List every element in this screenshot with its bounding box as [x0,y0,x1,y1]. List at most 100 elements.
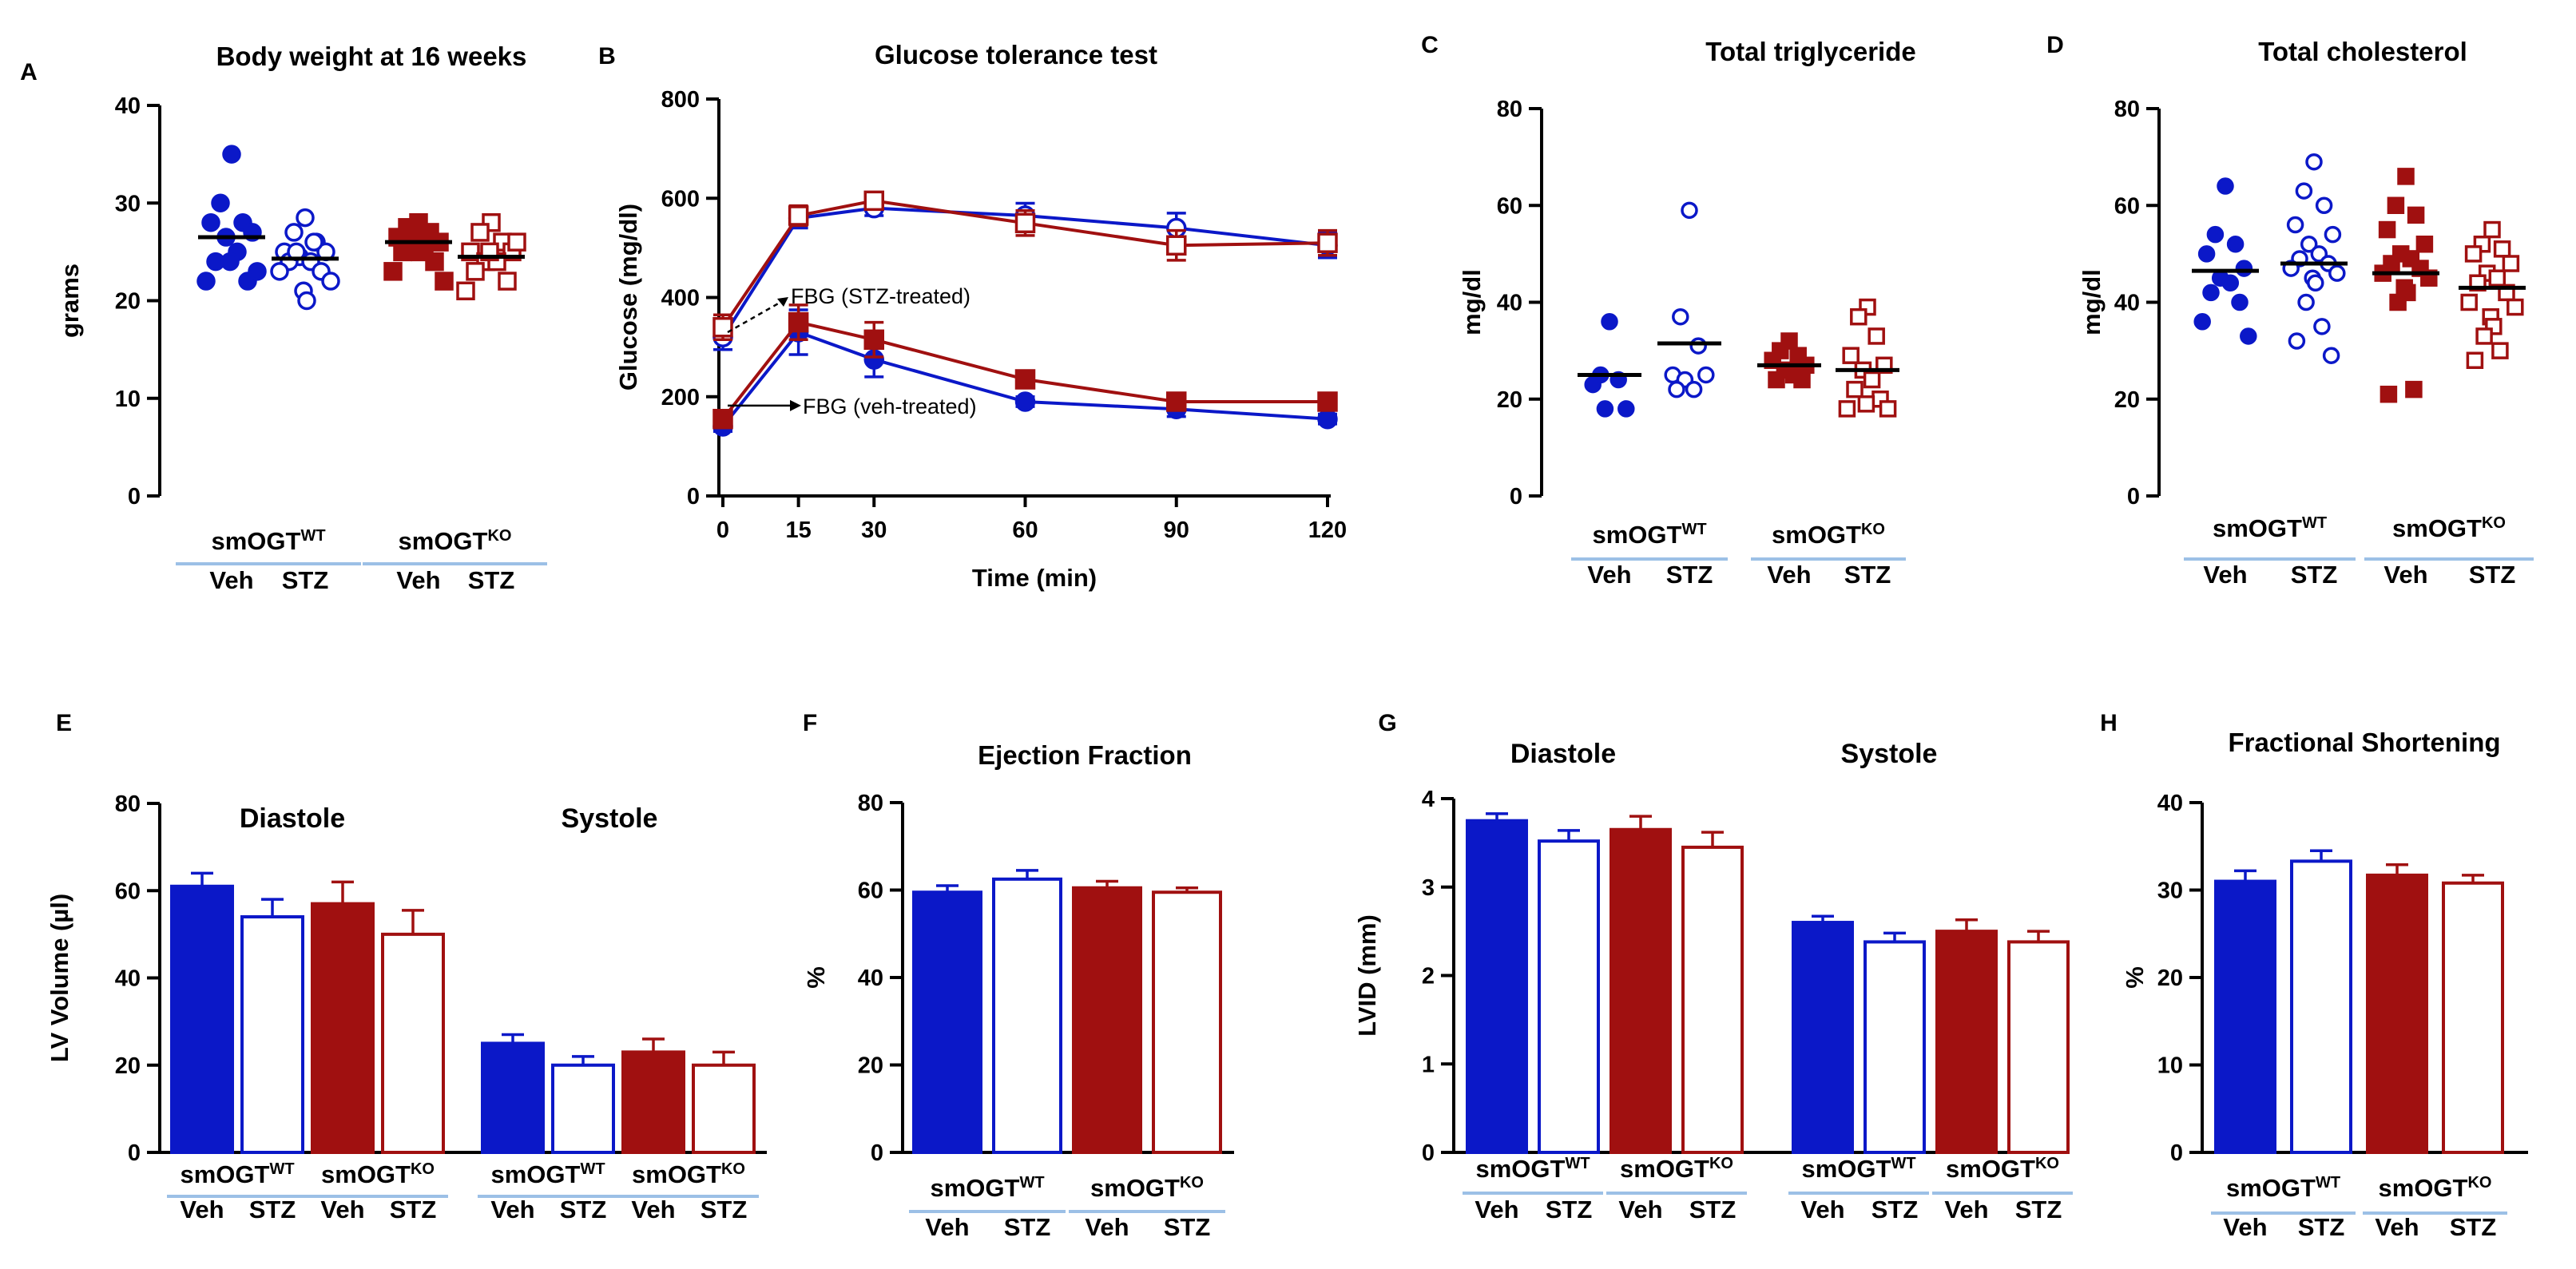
panel-c-point [1672,307,1689,326]
panel-a-point [466,262,485,281]
panel-e-genotype-label: smOGTWT [180,1160,294,1188]
panel-b-y-tick-label: 200 [661,385,700,410]
panel-g-treatment-label: Veh [1800,1196,1844,1223]
panel-b-point [788,205,809,226]
panel-d-point [2475,327,2493,345]
panel-d-treatment-label: Veh [2203,561,2247,589]
panel-g-genotype-label: smOGTKO [1620,1155,1733,1183]
panel-b-letter: B [598,43,616,69]
panel-c-point [1617,400,1635,418]
panel-d-point [2305,153,2323,171]
panel-f-genotype-label: smOGTKO [1090,1174,1204,1202]
panel-b-arrowhead [790,399,801,411]
panel-b-series-line [721,330,1328,428]
panel-b-x-tick-label: 0 [716,518,729,543]
panel-g-bar [2007,940,2070,1155]
panel-h-y-tick-label: 40 [2157,791,2183,816]
panel-c-y-label: mg/dl [1458,269,1486,335]
panel-g-genotype-label: smOGTWT [1475,1155,1590,1183]
panel-e-letter: E [56,710,72,736]
panel-d-point [2313,318,2331,335]
panel-d-point [2405,380,2423,399]
panel-a-y-label: grams [56,264,84,338]
panel-d-point [2288,332,2306,350]
panel-b-arrowhead [777,296,788,307]
panel-a-point [383,262,403,281]
panel-f-letter: F [803,710,817,736]
panel-g-treatment-label: STZ [1546,1196,1593,1223]
panel-g-y-tick-label: 1 [1422,1052,1435,1077]
panel-c-point [1689,337,1707,355]
panel-c-point [1838,400,1856,418]
panel-g-bar [1935,930,1998,1154]
panel-b-annotation: FBG (STZ-treated) [791,284,970,308]
panel-f-genotype-label: smOGTWT [930,1174,1044,1202]
panel-e-y-tick-label: 60 [115,878,141,904]
panel-b-point [1166,235,1187,256]
panel-b-y-tick-label: 800 [661,87,700,113]
panel-c-point [1793,371,1811,389]
panel-b-y-label: Glucose (mg/dl) [614,204,642,391]
panel-a-point [498,272,517,291]
panel-g-subtitle: Diastole [1510,739,1616,769]
panel-d-point [2221,274,2240,291]
panel-h-treatment-label: STZ [2298,1213,2345,1241]
panel-g-treatment-label: STZ [1871,1196,1919,1223]
panel-e-genotype-label: smOGTKO [321,1160,435,1188]
panel-d-point [2300,236,2318,253]
panel-d-point [2307,274,2324,291]
panel-e-treatment-label: STZ [560,1196,607,1223]
panel-a-title: Body weight at 16 weeks [216,42,527,71]
panel-f-bar [1072,886,1142,1154]
panel-c-point [1857,395,1875,413]
panel-a-point [297,291,316,311]
panel-c-point [1842,347,1860,364]
panel-d-point [2488,269,2507,287]
panel-h-letter: H [2100,710,2118,736]
panel-e-bar [481,1041,545,1154]
panel-c-letter: C [1421,32,1439,58]
panel-h-y-tick-label: 10 [2157,1053,2183,1079]
panel-d-point [2235,260,2253,277]
panel-f-y-tick-label: 20 [858,1053,883,1079]
panel-c-genotype-label: smOGTKO [1772,521,1885,549]
panel-c-point [1668,380,1685,399]
panel-e-bar [311,902,375,1154]
panel-a-point [470,223,490,242]
panel-e-y-tick-label: 80 [115,791,141,817]
panel-h-bar [2366,873,2428,1154]
panel-e-bar [381,932,445,1154]
panel-f-y-tick-label: 0 [871,1140,883,1166]
panel-d-point [2389,293,2407,311]
panel-a-y-tick-label: 40 [115,93,141,119]
panel-b-annotation-arrow [727,297,788,334]
panel-c-treatment-label: Veh [1767,561,1811,589]
panel-b-point [1317,408,1338,430]
panel-d-treatment-label: Veh [2383,561,2427,589]
panel-e-treatment-label: STZ [701,1196,748,1223]
panel-e-bar [551,1063,615,1154]
panel-b-x-tick-label: 15 [785,518,811,543]
panel-e-y-tick-label: 20 [115,1053,141,1079]
panel-f-treatment-label: Veh [1085,1213,1129,1241]
panel-f-bar [992,877,1062,1154]
panel-h-treatment-label: STZ [2450,1213,2497,1241]
panel-e-treatment-label: Veh [631,1196,675,1223]
panel-b-point [863,329,884,351]
panel-d-y-label: mg/dl [2078,269,2106,335]
panel-b-point [1014,391,1036,412]
panel-a-point [196,272,216,291]
panel-g-bar [1466,819,1528,1154]
panel-f-y-tick-label: 60 [858,878,883,904]
panel-b-point [1166,391,1187,412]
panel-g-bar [1864,940,1926,1155]
panel-c-title: Total triglyceride [1705,37,1915,66]
panel-d-point [2483,220,2501,239]
panel-f-treatment-label: STZ [1164,1213,1211,1241]
panel-e-y-tick-label: 40 [115,966,141,992]
panel-g-y-tick-label: 3 [1422,875,1435,901]
panel-c-point [1868,327,1885,345]
panel-d-y-tick-label: 80 [2114,97,2140,122]
panel-c-point [1685,380,1703,399]
